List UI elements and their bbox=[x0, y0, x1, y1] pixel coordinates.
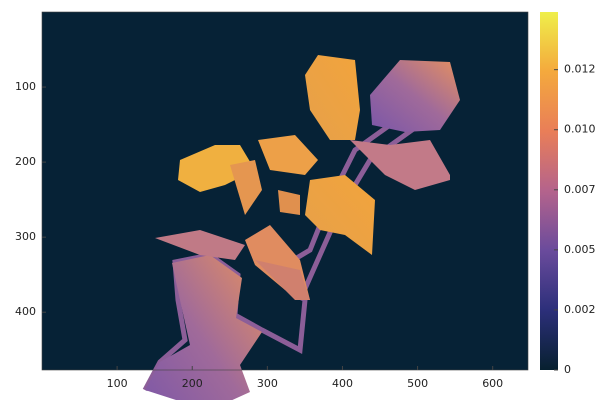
x-tick-label: 100 bbox=[107, 377, 128, 390]
x-tick-label: 600 bbox=[482, 377, 503, 390]
colorbar-tick-label: 0 bbox=[564, 363, 571, 376]
colorbar-tick-label: 0.002 bbox=[564, 303, 596, 316]
colorbar-tick-label: 0.007 bbox=[564, 183, 596, 196]
colorbar-tick-label: 0.010 bbox=[564, 123, 596, 136]
x-tick-label: 500 bbox=[407, 377, 428, 390]
y-tick-label: 200 bbox=[15, 155, 36, 168]
colorbar-tick-label: 0.012 bbox=[564, 63, 596, 76]
x-tick-label: 400 bbox=[332, 377, 353, 390]
colorbar bbox=[540, 12, 558, 370]
x-tick-label: 200 bbox=[182, 377, 203, 390]
plot-area bbox=[42, 12, 528, 370]
y-tick-label: 100 bbox=[15, 80, 36, 93]
x-tick-label: 300 bbox=[257, 377, 278, 390]
y-tick-label: 300 bbox=[15, 230, 36, 243]
y-tick-label: 400 bbox=[15, 305, 36, 318]
leaf-image bbox=[142, 55, 460, 400]
plot-frame bbox=[41, 11, 529, 371]
colorbar-tick-label: 0.005 bbox=[564, 243, 596, 256]
